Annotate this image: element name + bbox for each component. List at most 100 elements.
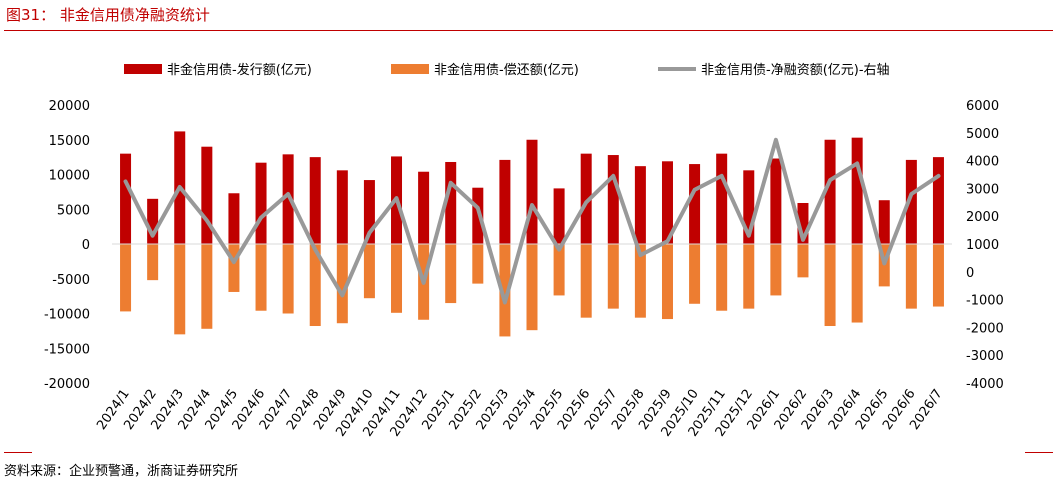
net-point — [314, 249, 316, 251]
left-tick-label: -10000 — [44, 308, 90, 323]
net-point — [396, 197, 398, 199]
issuance-bar — [526, 139, 538, 244]
right-tick-label: 0 — [966, 266, 974, 281]
repayment-bar — [201, 244, 213, 329]
net-point — [883, 262, 885, 264]
repayment-bar — [824, 244, 836, 327]
repayment-bar — [689, 244, 701, 304]
repayment-bar — [932, 244, 944, 307]
left-tick-label: 5000 — [57, 203, 90, 218]
repayment-bar — [228, 244, 240, 292]
repayment-bar — [336, 244, 348, 324]
left-axis-ticks: 20000 15000 10000 5000 0 -5000 -10000 -15000 -20… — [44, 99, 90, 392]
net-point — [233, 261, 235, 263]
repayment-bar — [255, 244, 267, 311]
repayment-bar — [905, 244, 917, 309]
repayment-bar — [309, 244, 321, 327]
net-point — [829, 179, 831, 181]
right-tick-label: -4000 — [966, 377, 1004, 392]
issuance-bar — [905, 159, 917, 244]
left-tick-label: 15000 — [49, 134, 90, 149]
right-tick-label: 6000 — [966, 99, 999, 114]
net-point — [341, 294, 343, 296]
net-point — [558, 249, 560, 251]
right-tick-label: 4000 — [966, 155, 999, 170]
issuance-bar — [363, 180, 375, 244]
right-axis-ticks: 6000 5000 4000 3000 2000 1000 0 -1000 -2000 -3000… — [966, 99, 1004, 392]
repayment-bar — [553, 244, 565, 296]
repayment-bar — [174, 244, 186, 335]
issuance-bars — [120, 131, 944, 244]
issuance-bar — [282, 154, 294, 244]
repayment-bar — [634, 244, 646, 318]
issuance-bar — [770, 158, 782, 244]
repayment-bar — [147, 244, 159, 281]
repayment-bars — [120, 244, 944, 337]
issuance-bar — [228, 193, 240, 244]
repayment-bar — [472, 244, 484, 284]
right-tick-label: 5000 — [966, 127, 999, 142]
issuance-bar — [607, 155, 619, 244]
net-point — [504, 301, 506, 303]
issuance-bar — [634, 166, 646, 244]
legend-label-repayment: 非金信用债-偿还额(亿元) — [434, 62, 579, 78]
repayment-bar — [363, 244, 375, 299]
issuance-bar — [797, 202, 809, 244]
issuance-bar — [499, 159, 511, 244]
left-tick-label: 10000 — [49, 169, 90, 184]
net-point — [477, 207, 479, 209]
issuance-bar — [824, 139, 836, 244]
issuance-bar — [689, 164, 701, 244]
net-point — [666, 240, 668, 242]
repayment-bar — [743, 244, 755, 309]
net-point — [612, 175, 614, 177]
issuance-bar — [932, 157, 944, 244]
issuance-bar — [661, 161, 673, 244]
legend-label-net: 非金信用债-净融资额(亿元)-右轴 — [701, 62, 890, 78]
net-point — [748, 235, 750, 237]
repayment-bar — [445, 244, 457, 304]
net-point — [775, 139, 777, 141]
net-point — [531, 204, 533, 206]
repayment-bar — [716, 244, 728, 311]
issuance-bar — [147, 198, 159, 244]
legend-swatch-issuance — [124, 64, 162, 74]
net-point — [937, 175, 939, 177]
net-point — [450, 182, 452, 184]
repayment-bar — [580, 244, 592, 318]
repayment-bar — [851, 244, 863, 323]
right-tick-label: -2000 — [966, 321, 1004, 336]
net-point — [910, 193, 912, 195]
net-point — [721, 175, 723, 177]
net-financing-line — [123, 137, 941, 305]
issuance-bar — [851, 137, 863, 244]
repayment-bar — [499, 244, 511, 337]
issuance-bar — [309, 157, 321, 244]
repayment-bar — [797, 244, 809, 278]
right-tick-label: 2000 — [966, 210, 999, 225]
net-point — [639, 254, 641, 256]
issuance-bar — [201, 146, 213, 244]
repayment-bar — [120, 244, 132, 312]
left-tick-label: -15000 — [44, 342, 90, 357]
legend-label-issuance: 非金信用债-发行额(亿元) — [167, 62, 312, 78]
net-point — [802, 239, 804, 241]
net-point — [179, 186, 181, 188]
issuance-bar — [878, 200, 890, 244]
right-tick-label: -3000 — [966, 349, 1004, 364]
net-point — [585, 201, 587, 203]
left-tick-label: 0 — [82, 238, 90, 253]
net-point — [856, 162, 858, 164]
repayment-bar — [282, 244, 294, 314]
net-point — [206, 219, 208, 221]
repayment-bar — [526, 244, 538, 331]
net-point — [125, 180, 127, 182]
net-point — [368, 232, 370, 234]
repayment-bar — [661, 244, 673, 320]
x-axis-ticks: 2024/12024/22024/32024/42024/52024/62024… — [94, 387, 945, 440]
net-point — [287, 193, 289, 195]
left-tick-label: 20000 — [49, 99, 90, 114]
left-tick-label: -5000 — [52, 273, 90, 288]
repayment-bar — [391, 244, 403, 313]
